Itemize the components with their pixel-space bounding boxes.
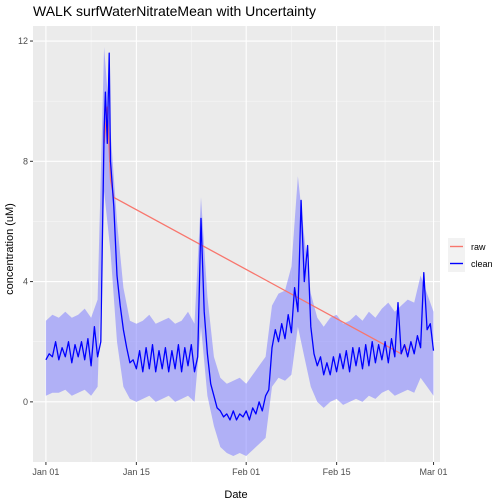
x-tick-label: Jan 15 bbox=[123, 467, 150, 477]
y-tick-label: 0 bbox=[23, 397, 28, 407]
x-tick-label: Feb 01 bbox=[232, 467, 260, 477]
x-tick-label: Jan 01 bbox=[32, 467, 59, 477]
x-axis-title: Date bbox=[224, 489, 247, 501]
x-axis-ticks: Jan 01 Jan 15 Feb 01 Feb 15 Mar 01 bbox=[32, 462, 448, 477]
x-tick-label: Mar 01 bbox=[420, 467, 448, 477]
y-tick-label: 8 bbox=[23, 156, 28, 166]
y-axis-ticks: 0 4 8 12 bbox=[18, 36, 33, 407]
x-tick-label: Feb 15 bbox=[323, 467, 351, 477]
uncertainty-band bbox=[45, 47, 434, 456]
y-tick-label: 4 bbox=[23, 277, 28, 287]
legend: raw clean bbox=[448, 238, 493, 272]
legend-label-raw: raw bbox=[471, 242, 486, 252]
legend-label-clean: clean bbox=[471, 259, 493, 269]
chart-title: WALK surfWaterNitrateMean with Uncertain… bbox=[33, 3, 316, 19]
series-line-clean bbox=[45, 52, 435, 421]
series-lines bbox=[45, 52, 435, 421]
y-tick-label: 12 bbox=[18, 36, 28, 46]
y-axis-title: concentration (uM) bbox=[4, 203, 16, 295]
